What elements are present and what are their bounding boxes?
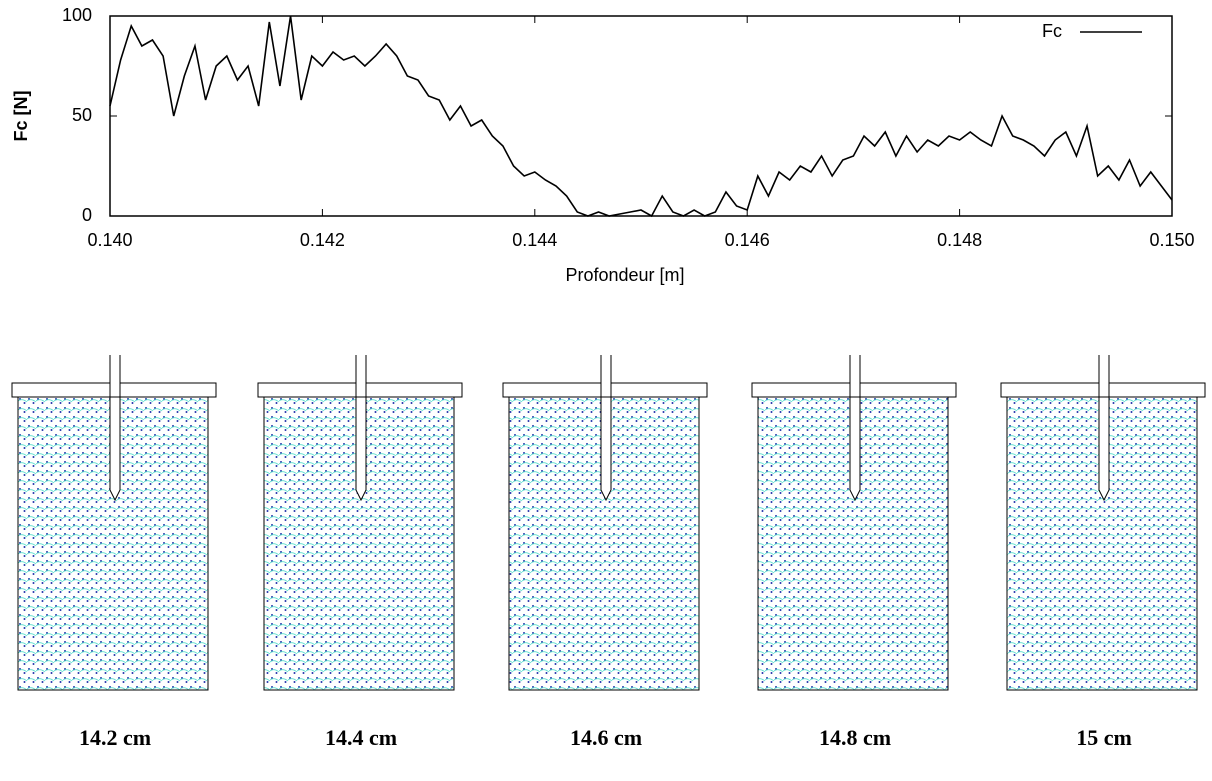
- rod: [849, 355, 861, 502]
- x-tick-label: 0.142: [300, 230, 345, 250]
- caption: 15 cm: [1076, 725, 1132, 750]
- y-tick-label: 0: [82, 205, 92, 225]
- x-axis-label: Profondeur [m]: [565, 265, 684, 285]
- rod: [1098, 355, 1110, 502]
- caption: 14.8 cm: [819, 725, 891, 750]
- y-tick-label: 100: [62, 5, 92, 25]
- data-line: [109, 15, 1173, 218]
- legend-label: Fc: [1042, 21, 1062, 41]
- x-tick-label: 0.146: [725, 230, 770, 250]
- caption: 14.6 cm: [570, 725, 642, 750]
- x-tick-label: 0.148: [937, 230, 982, 250]
- x-tick-label: 0.150: [1149, 230, 1194, 250]
- caption: 14.2 cm: [79, 725, 151, 750]
- rod: [109, 355, 121, 502]
- rod: [355, 355, 367, 502]
- x-tick-label: 0.144: [512, 230, 557, 250]
- snapshots: 14.2 cm 14.4 cm 14.6 cm 14.8 cm 15 cm: [11, 355, 1206, 750]
- plot-frame: [109, 15, 1173, 217]
- y-axis-label: Fc [N]: [11, 91, 31, 142]
- caption: 14.4 cm: [325, 725, 397, 750]
- rod: [600, 355, 612, 502]
- x-tick-label: 0.140: [87, 230, 132, 250]
- y-tick-label: 50: [72, 105, 92, 125]
- line-chart: 0.140 0.142 0.144 0.146 0.148 0.150 0 50 100 Fc: [62, 5, 1195, 250]
